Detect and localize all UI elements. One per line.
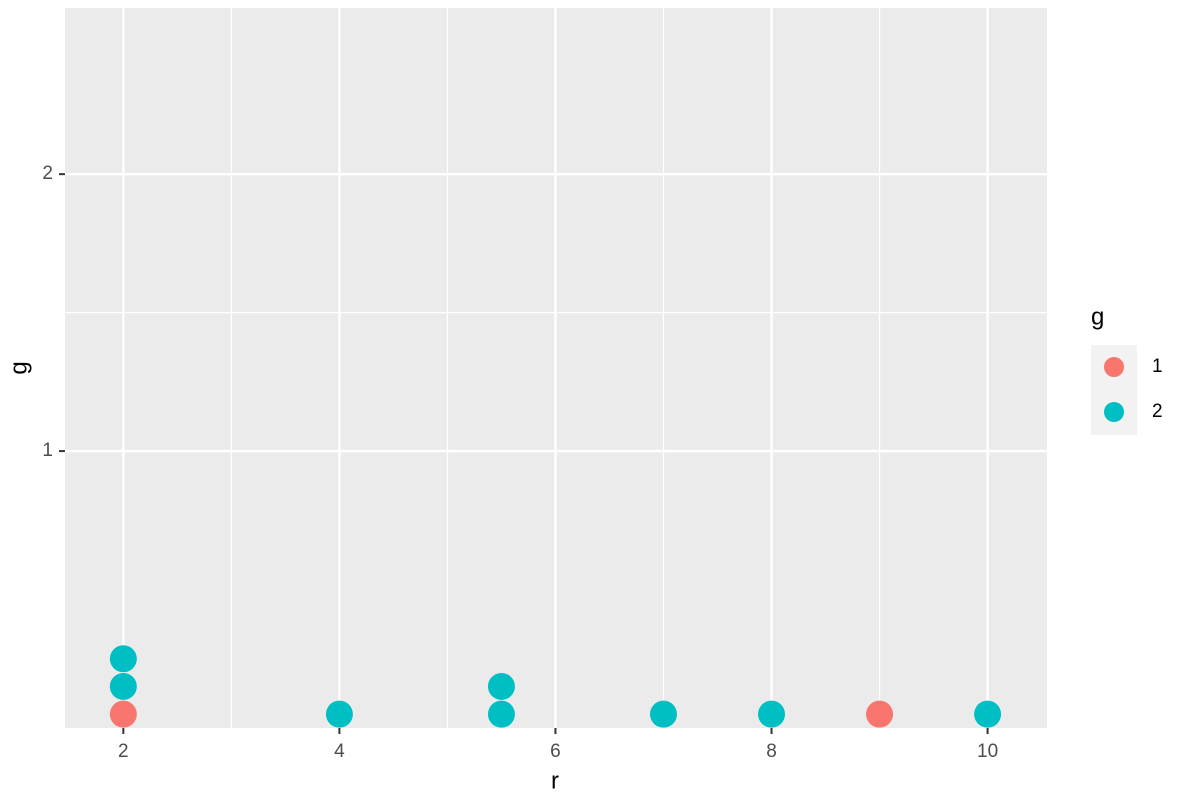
x-tick-label: 2 <box>118 741 129 762</box>
legend-label: 1 <box>1152 356 1163 377</box>
x-axis-label: r <box>551 767 559 794</box>
point <box>974 700 1002 728</box>
legend-key <box>1104 402 1124 422</box>
y-axis-label: g <box>5 361 32 374</box>
point <box>109 645 137 673</box>
legend-label: 2 <box>1152 401 1163 422</box>
point <box>109 700 137 728</box>
x-tick-label: 8 <box>766 741 777 762</box>
legend-key <box>1104 357 1124 377</box>
legend-title: g <box>1091 303 1104 330</box>
x-tick-label: 10 <box>977 741 998 762</box>
y-tick-label: 2 <box>42 163 53 184</box>
point <box>487 672 515 700</box>
y-tick-label: 1 <box>42 440 53 461</box>
point <box>649 700 677 728</box>
point <box>487 700 515 728</box>
x-tick-label: 4 <box>334 741 345 762</box>
point <box>109 672 137 700</box>
point <box>758 700 786 728</box>
point <box>866 700 894 728</box>
point <box>325 700 353 728</box>
x-tick-label: 6 <box>550 741 561 762</box>
